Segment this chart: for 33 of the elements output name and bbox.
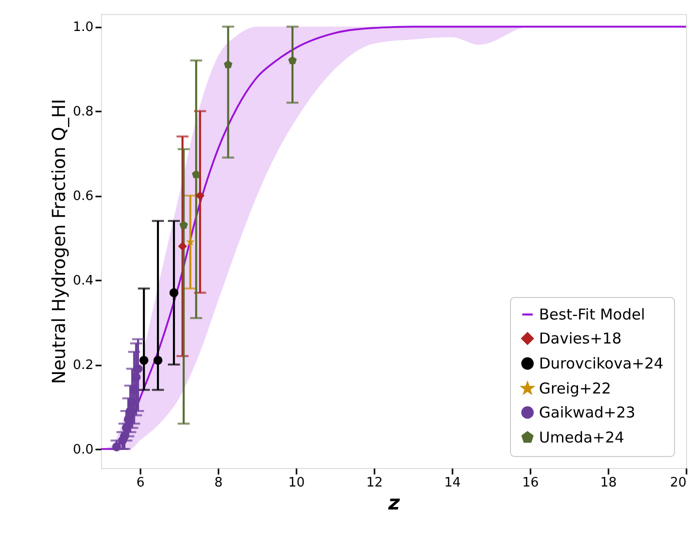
y-tick-label: 0.0 <box>72 442 94 458</box>
x-tick-label: 20 <box>670 476 686 490</box>
x-tick-label: 12 <box>366 476 383 490</box>
y-axis-title: Neutral Hydrogen Fraction Q_HI <box>48 98 70 384</box>
point <box>192 170 200 178</box>
x-tick-label: 14 <box>444 476 461 490</box>
x-tick-label: 18 <box>600 476 617 490</box>
y-tick-label: 0.4 <box>72 274 94 289</box>
x-axis-title: z <box>387 490 400 514</box>
point <box>153 356 162 365</box>
legend-label: Umeda+24 <box>539 428 624 446</box>
x-tick-label: 6 <box>136 476 145 490</box>
legend-label: Best-Fit Model <box>539 306 646 324</box>
point <box>139 356 148 365</box>
y-tick-label: 1.0 <box>72 20 94 36</box>
legend-label: Durovcikova+24 <box>539 354 664 372</box>
point <box>178 242 187 251</box>
point <box>169 288 178 298</box>
point <box>112 442 122 452</box>
legend-label: Greig+22 <box>539 380 612 398</box>
point <box>224 60 232 68</box>
legend-label: Gaikwad+23 <box>539 404 636 422</box>
y-tick-label: 0.8 <box>72 104 94 120</box>
y-tick-label: 0.2 <box>72 358 94 374</box>
point <box>196 191 205 200</box>
point <box>120 432 129 441</box>
point <box>288 56 297 64</box>
x-tick-label: 10 <box>288 476 305 490</box>
y-tick-label: 0.6 <box>72 189 94 204</box>
legend-label: Davies+18 <box>539 330 622 348</box>
x-tick-label: 8 <box>214 476 223 490</box>
x-tick-label: 16 <box>522 476 539 490</box>
point <box>179 220 188 229</box>
